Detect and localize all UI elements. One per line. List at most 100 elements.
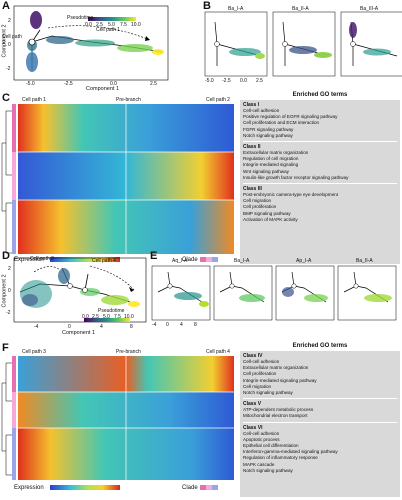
- panel-d-legend-tick-3: 7.5: [114, 314, 121, 320]
- panel-d-ytick-1: 0: [8, 288, 11, 294]
- panel-a-legend-tick-4: 10.0: [131, 22, 141, 28]
- panel-d-legend-title: Pseudotime: [98, 308, 125, 314]
- go-class-title: Class II: [243, 144, 261, 151]
- panel-d-ylabel: Component 2: [1, 274, 8, 308]
- panel-b-plots: [204, 11, 402, 77]
- go-term: Notch signaling pathway: [243, 132, 293, 138]
- go-term: Integrin-mediated signaling: [243, 162, 299, 168]
- panel-b-subtitle-2: Ba_III-A: [360, 6, 379, 12]
- panel-d-xtick-0: -4: [34, 324, 39, 330]
- go-term: Epithelial cell differentiation: [243, 443, 299, 449]
- panel-c-mid-label: Pre-branch: [116, 97, 141, 103]
- panel-e-xtick-2: 4: [180, 322, 183, 328]
- go-class-title: Class V: [243, 401, 262, 408]
- panel-c-go-header: Enriched GO terms: [292, 92, 348, 98]
- panel-e-label: E: [150, 250, 158, 262]
- panel-b-subtitle-1: Ba_II-A: [292, 6, 309, 12]
- go-term: MAPK cascade: [243, 461, 275, 467]
- go-term: Cell-cell adhesion: [243, 108, 280, 113]
- panel-a-annotation-path2: Cell path 2: [2, 34, 22, 46]
- panel-b-xtick-2: 0.0: [240, 78, 247, 84]
- panel-c-expression-label: Expression: [14, 257, 44, 263]
- go-term: Apoptotic process: [243, 436, 280, 442]
- go-separator: [243, 183, 397, 185]
- panel-e-xtick-3: 8: [194, 322, 197, 328]
- go-class-4: Class IV Cell-cell adhesion Extracellula…: [243, 353, 397, 396]
- panel-f-expression-label: Expression: [14, 485, 44, 491]
- panel-a-annotation-path1: Cell path 1: [96, 27, 120, 33]
- panel-d-xlabel: Component 1: [62, 330, 96, 336]
- panel-a-xtick-2: 0.0: [110, 81, 117, 87]
- panel-d-xtick-2: 4: [100, 324, 103, 330]
- panel-c-label: C: [2, 92, 10, 104]
- panel-b-xtick-1: -2.5: [222, 78, 231, 84]
- panel-a-legend-tick-2: 5.0: [108, 22, 115, 28]
- go-term: Notch signaling pathway: [243, 390, 293, 396]
- panel-a-xtick-0: -5.0: [26, 81, 35, 87]
- go-term: Cell migration: [243, 198, 272, 204]
- go-separator: [243, 398, 397, 400]
- panel-a-label: A: [2, 0, 10, 12]
- panel-a-ytick-0: 2: [8, 18, 11, 24]
- panel-d-cells: [20, 268, 140, 308]
- panel-f-label: F: [2, 342, 9, 354]
- panel-b-xtick-3: 2.5: [256, 78, 263, 84]
- panel-e-plots: [151, 265, 397, 321]
- panel-d-ytick-0: 2: [8, 266, 11, 272]
- panel-b-label: B: [203, 0, 211, 12]
- go-term: Insulin-like growth factor receptor sign…: [243, 174, 349, 180]
- go-term: Mitochondrial electron transport: [243, 413, 308, 419]
- panel-c-go-box: Class I Cell-cell adhesion Positive regu…: [240, 100, 400, 264]
- panel-d-annotation-path3: Cell path 3: [30, 256, 54, 262]
- go-class-title: Class VI: [243, 424, 263, 431]
- panel-f-go-header: Enriched GO terms: [292, 343, 348, 349]
- go-class-2: Class II Extracellular matrix organizati…: [243, 144, 397, 181]
- panel-f-left-label: Cell path 3: [22, 349, 46, 355]
- panel-e-subtitle-2: Ap_I-A: [296, 258, 312, 264]
- panel-b-xtick-0: -5.0: [205, 78, 214, 84]
- panel-e-xtick-1: 0: [166, 322, 169, 328]
- go-term: ATP-dependent metabolic process: [243, 407, 314, 413]
- go-term: Cell-cell adhesion: [243, 430, 280, 436]
- go-class-title: Class I: [243, 102, 260, 108]
- panel-d-legend-tick-4: 10.0: [124, 314, 134, 320]
- panel-d-label: D: [2, 250, 10, 262]
- panel-f-go-box: Class IV Cell-cell adhesion Extracellula…: [240, 351, 400, 497]
- go-term: Cell proliferation: [243, 371, 277, 377]
- panel-c-heatmap: [1, 104, 234, 262]
- panel-d-legend-tick-2: 5.0: [103, 314, 110, 320]
- panel-a-ytick-1: 0: [8, 42, 11, 48]
- panel-a-legend-tick-1: 2.5: [96, 22, 103, 28]
- go-term: Interferon-gamma-mediated signaling path…: [243, 449, 338, 455]
- panel-d-xtick-1: 0: [68, 324, 71, 330]
- go-term: Regulation of inflammatory response: [243, 455, 318, 461]
- go-term: FGFR signaling pathway: [243, 126, 294, 132]
- panel-e-subtitle-0: Aq_I-A: [172, 258, 188, 264]
- go-term: Cell proliferation and ECM interaction: [243, 120, 320, 126]
- panel-a-plot: [13, 5, 169, 81]
- go-term: Wnt signaling pathway: [243, 168, 289, 174]
- go-term: Extracellular matrix organization: [243, 150, 309, 156]
- panel-e-xtick-0: -4: [152, 322, 157, 328]
- go-class-6: Class VI Cell-cell adhesion Apoptotic pr…: [243, 425, 397, 474]
- panel-f-heatmap: [1, 356, 234, 490]
- panel-d-annotation-path4: Cell path 4: [92, 258, 116, 264]
- go-class-title: Class III: [243, 186, 262, 193]
- panel-d-ytick-2: -2: [6, 310, 11, 316]
- go-term: Post-embryonic camera-type eye developme…: [243, 192, 338, 198]
- panel-a-xtick-1: -2.5: [64, 81, 73, 87]
- panel-a-ytick-2: -2: [6, 66, 11, 72]
- panel-a-legend-title: Pseudotime: [67, 15, 94, 21]
- go-class-5: Class V ATP-dependent metabolic process …: [243, 401, 397, 419]
- go-term: Regulation of cell migration: [243, 156, 299, 162]
- panel-a-xlabel: Component 1: [86, 86, 120, 92]
- panel-d-legend-tick-1: 2.5: [92, 314, 99, 320]
- panel-b-subtitle-0: Ba_I-A: [228, 6, 244, 12]
- go-separator: [243, 141, 397, 143]
- panel-d-legend-tick-0: 0.0: [82, 314, 89, 320]
- panel-e-subtitle-3: Ba_II-A: [356, 258, 373, 264]
- panel-a-legend-tick-3: 7.5: [120, 22, 127, 28]
- go-term: Cell proliferation: [243, 204, 277, 210]
- panel-d-xtick-3: 8: [130, 324, 133, 330]
- go-term: Cell-cell adhesion: [243, 359, 280, 364]
